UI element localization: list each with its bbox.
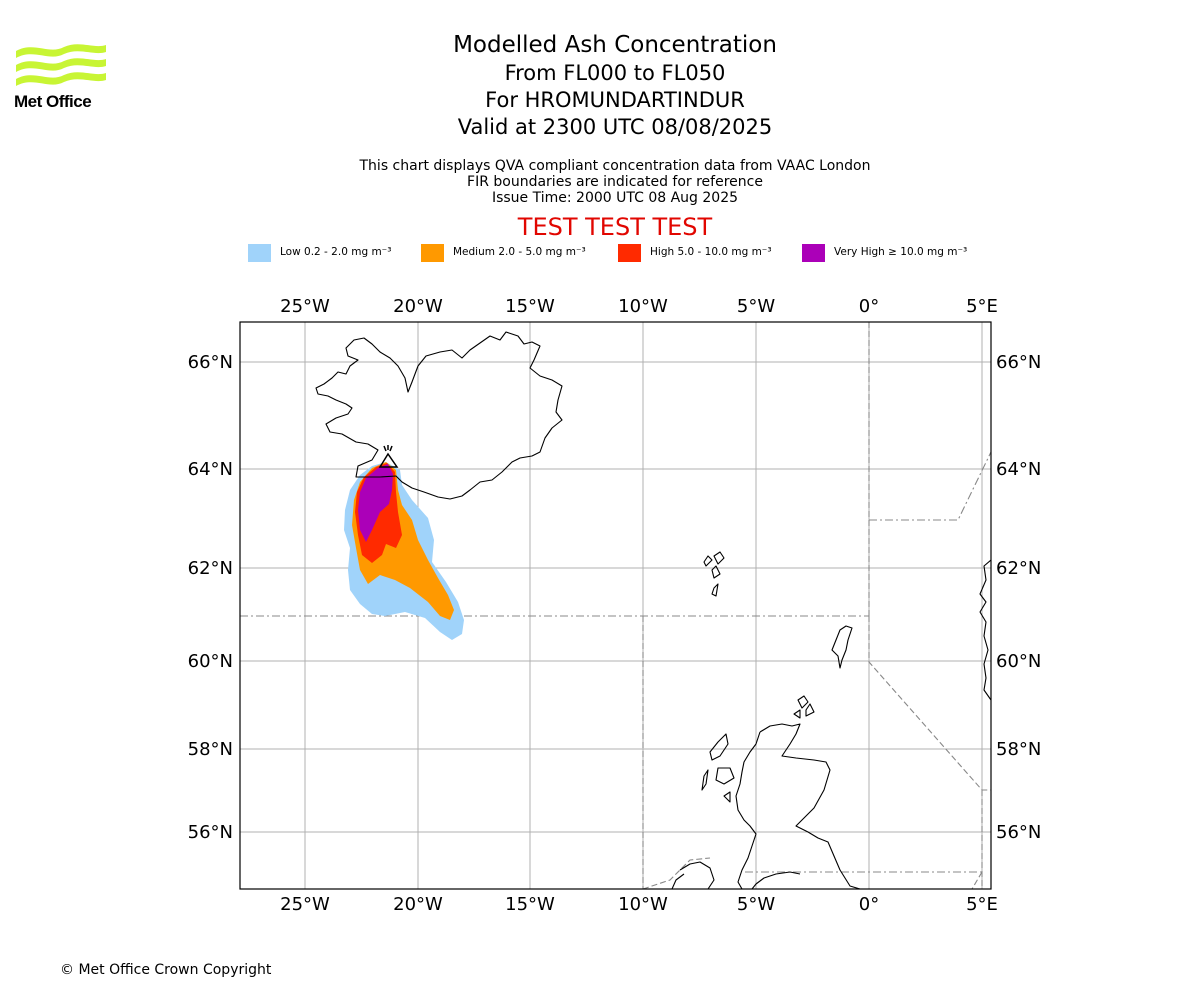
scotland-coast — [735, 723, 861, 889]
lon-tick-label: 0° — [859, 296, 879, 317]
lat-tick-label: 60°N — [188, 651, 233, 672]
legend-label-medium: Medium 2.0 - 5.0 mg m⁻³ — [453, 246, 586, 258]
lon-labels-top: 25°W 20°W 15°W 10°W 5°W 0° 5°E — [280, 296, 998, 317]
lon-tick-label: 5°E — [966, 296, 998, 317]
map-frame — [239, 321, 992, 890]
ash-contours — [344, 462, 464, 640]
test-banner: TEST TEST TEST — [517, 213, 713, 241]
lon-tick-label: 0° — [859, 894, 879, 915]
lon-tick-label: 15°W — [505, 894, 555, 915]
ash-very-high-area — [358, 464, 393, 542]
iceland-coast — [315, 331, 563, 500]
lat-labels-right: 66°N 64°N 62°N 60°N 58°N 56°N — [996, 352, 1041, 843]
lat-tick-label: 62°N — [188, 558, 233, 579]
lon-tick-label: 25°W — [280, 296, 330, 317]
volcano-name: For HROMUNDARTINDUR — [485, 88, 745, 112]
legend-swatch-low — [248, 244, 271, 262]
met-office-logo — [16, 44, 106, 86]
lon-tick-label: 5°W — [737, 894, 775, 915]
lat-tick-label: 64°N — [996, 459, 1041, 480]
legend-swatch-high — [618, 244, 641, 262]
lat-tick-label: 62°N — [996, 558, 1041, 579]
graticule — [240, 322, 991, 889]
lon-labels-bottom: 25°W 20°W 15°W 10°W 5°W 0° 5°E — [280, 894, 998, 915]
lat-tick-label: 66°N — [996, 352, 1041, 373]
lat-labels-left: 66°N 64°N 62°N 60°N 58°N 56°N — [188, 352, 233, 843]
lon-tick-label: 25°W — [280, 894, 330, 915]
note-issue-time: Issue Time: 2000 UTC 08 Aug 2025 — [491, 190, 739, 206]
logo-text: Met Office — [14, 92, 92, 111]
norway-coast — [979, 559, 991, 701]
lon-tick-label: 10°W — [618, 894, 668, 915]
lat-tick-label: 56°N — [188, 822, 233, 843]
lon-tick-label: 10°W — [618, 296, 668, 317]
legend-swatch-very-high — [802, 244, 825, 262]
lon-tick-label: 20°W — [393, 894, 443, 915]
lat-tick-label: 60°N — [996, 651, 1041, 672]
lat-tick-label: 58°N — [996, 739, 1041, 760]
outer-hebrides — [701, 733, 735, 803]
lat-tick-label: 58°N — [188, 739, 233, 760]
shetland-islands — [831, 625, 853, 669]
lon-tick-label: 5°W — [737, 296, 775, 317]
lon-tick-label: 5°E — [966, 894, 998, 915]
lat-tick-label: 56°N — [996, 822, 1041, 843]
legend-label-high: High 5.0 - 10.0 mg m⁻³ — [650, 246, 772, 258]
faroe-islands — [703, 551, 725, 597]
lon-tick-label: 20°W — [393, 296, 443, 317]
note-fir: FIR boundaries are indicated for referen… — [467, 174, 763, 190]
legend-label-low: Low 0.2 - 2.0 mg m⁻³ — [280, 246, 392, 258]
legend-label-very-high: Very High ≥ 10.0 mg m⁻³ — [834, 246, 968, 258]
chart-notes: This chart displays QVA compliant concen… — [0, 158, 1200, 206]
lat-tick-label: 66°N — [188, 352, 233, 373]
copyright-notice: © Met Office Crown Copyright — [60, 962, 272, 978]
ireland-coast — [671, 861, 715, 889]
lat-tick-label: 64°N — [188, 459, 233, 480]
fir-boundaries — [240, 322, 991, 889]
valid-time: Valid at 2300 UTC 08/08/2025 — [457, 115, 773, 139]
volcano-icon — [378, 445, 399, 468]
chart-title: Modelled Ash Concentration — [453, 32, 777, 58]
flight-level-range: From FL000 to FL050 — [504, 61, 726, 85]
lon-tick-label: 15°W — [505, 296, 555, 317]
legend-swatch-medium — [421, 244, 444, 262]
coastlines — [315, 331, 991, 889]
note-qva: This chart displays QVA compliant concen… — [359, 158, 871, 174]
chart-titles: Modelled Ash Concentration From FL000 to… — [0, 30, 1200, 141]
orkney-islands — [793, 695, 815, 719]
